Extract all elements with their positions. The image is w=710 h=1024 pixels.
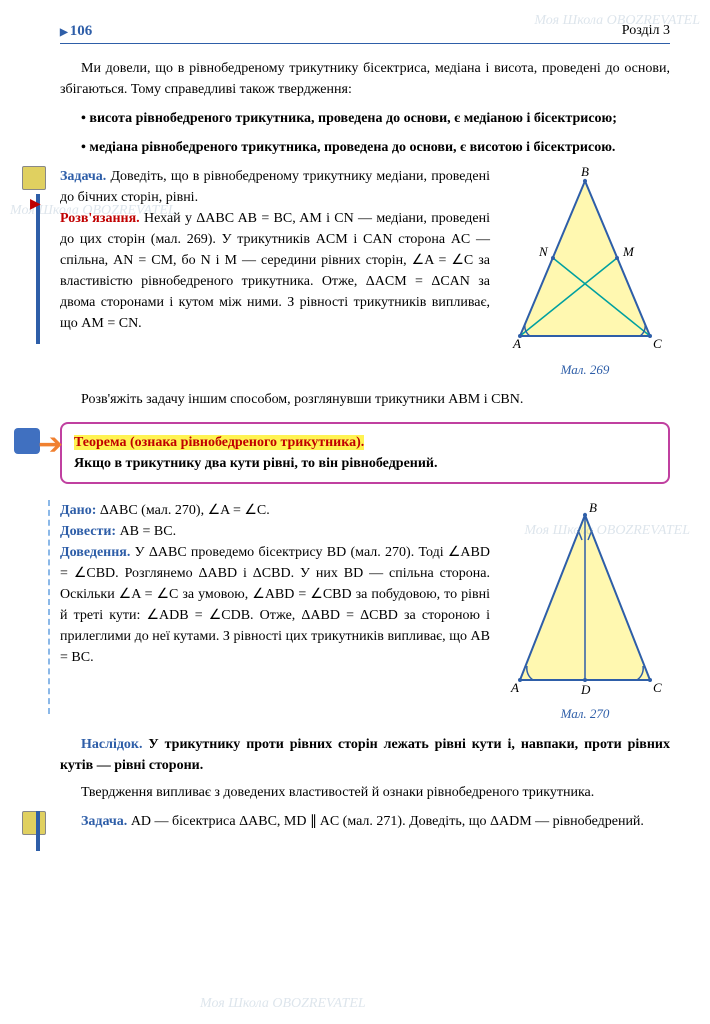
svg-text:C: C (653, 680, 662, 695)
figure-270: B A C D Мал. 270 (500, 500, 670, 724)
theorem-body: Якщо в трикутнику два кути рівні, то він… (74, 456, 438, 471)
problem-1-statement: Задача. Доведіть, що в рівнобедреному тр… (60, 166, 490, 208)
problem-1-after: Розв'яжіть задачу іншим способом, розгля… (60, 389, 670, 410)
svg-text:A: A (510, 680, 519, 695)
proof-block: Дано: ΔABC (мал. 270), ∠A = ∠C. Довести:… (60, 500, 670, 724)
theorem-row: ➔ Теорема (ознака рівнобедреного трикутн… (60, 422, 670, 484)
triangle-270-svg: B A C D (505, 500, 665, 700)
problem-label: Задача. (60, 169, 106, 184)
fig-270-caption: Мал. 270 (500, 704, 670, 724)
problem-1-text: Доведіть, що в рівнобедреному трикутнику… (60, 169, 490, 205)
page-number: 106 (60, 20, 92, 43)
corollary: Наслідок. У трикутнику проти рівних стор… (60, 734, 670, 776)
problem-2-statement: Задача. AD — бісектриса ΔABC, MD ∥ AC (м… (60, 811, 670, 832)
prove-label: Довести: (60, 524, 116, 539)
svg-text:A: A (512, 336, 521, 351)
red-arrow-icon: ▶ (30, 194, 41, 215)
side-marker (36, 194, 40, 344)
solution-label: Розв'язання. (60, 211, 140, 226)
note-icon-2 (22, 811, 46, 835)
given-line: Дано: ΔABC (мал. 270), ∠A = ∠C. (60, 500, 490, 521)
prove-text: AB = BC. (116, 524, 176, 539)
given-label: Дано: (60, 503, 96, 518)
corollary-text: Твердження випливає з доведених властиво… (60, 782, 670, 803)
svg-text:B: B (589, 500, 597, 515)
problem-1-block: ▶ Задача. Доведіть, що в рівнобедреному … (60, 166, 670, 380)
note-icon (22, 166, 46, 190)
given-text: ΔABC (мал. 270), ∠A = ∠C. (96, 503, 269, 518)
arrow-icon: ➔ (38, 422, 63, 467)
fig-269-caption: Мал. 269 (500, 360, 670, 380)
bullet-1: • висота рівнобедреного трикутника, пров… (81, 108, 670, 129)
prove-line: Довести: AB = BC. (60, 521, 490, 542)
svg-text:N: N (538, 244, 549, 259)
side-marker-2 (36, 811, 40, 851)
svg-text:C: C (653, 336, 662, 351)
problem-2-text: AD — бісектриса ΔABC, MD ∥ AC (мал. 271)… (127, 814, 644, 829)
svg-text:D: D (580, 682, 591, 697)
proof-text: У ΔABC проведемо бісектрису BD (мал. 270… (60, 545, 490, 665)
intro-paragraph: Ми довели, що в рівнобедреному трикутник… (60, 58, 670, 100)
proof-line: Доведення. У ΔABC проведемо бісектрису B… (60, 542, 490, 668)
pencil-icon (14, 428, 40, 454)
theorem-title: Теорема (ознака рівнобедреного трикутник… (74, 435, 364, 450)
bullet-2: • медіана рівнобедреного трикутника, про… (81, 137, 670, 158)
figure-269: B A C N M Мал. 269 (500, 166, 670, 380)
corollary-label: Наслідок. (81, 737, 143, 752)
svg-text:B: B (581, 166, 589, 179)
solution-text: Нехай у ΔABC AB = BC, AM і CN — медіани,… (60, 211, 490, 331)
svg-text:M: M (622, 244, 635, 259)
problem-1-solution: Розв'язання. Нехай у ΔABC AB = BC, AM і … (60, 208, 490, 334)
problem-2-label: Задача. (81, 814, 127, 829)
problem-2-block: Задача. AD — бісектриса ΔABC, MD ∥ AC (м… (60, 811, 670, 832)
page-header: 106 Розділ 3 (60, 20, 670, 44)
watermark: Моя Школа OBOZREVATEL (200, 993, 366, 1014)
corollary-bold: У трикутнику проти рівних сторін лежать … (60, 737, 670, 773)
proof-label: Доведення. (60, 545, 130, 560)
theorem-box: Теорема (ознака рівнобедреного трикутник… (60, 422, 670, 484)
chapter-label: Розділ 3 (622, 20, 670, 43)
triangle-269-svg: B A C N M (505, 166, 665, 356)
